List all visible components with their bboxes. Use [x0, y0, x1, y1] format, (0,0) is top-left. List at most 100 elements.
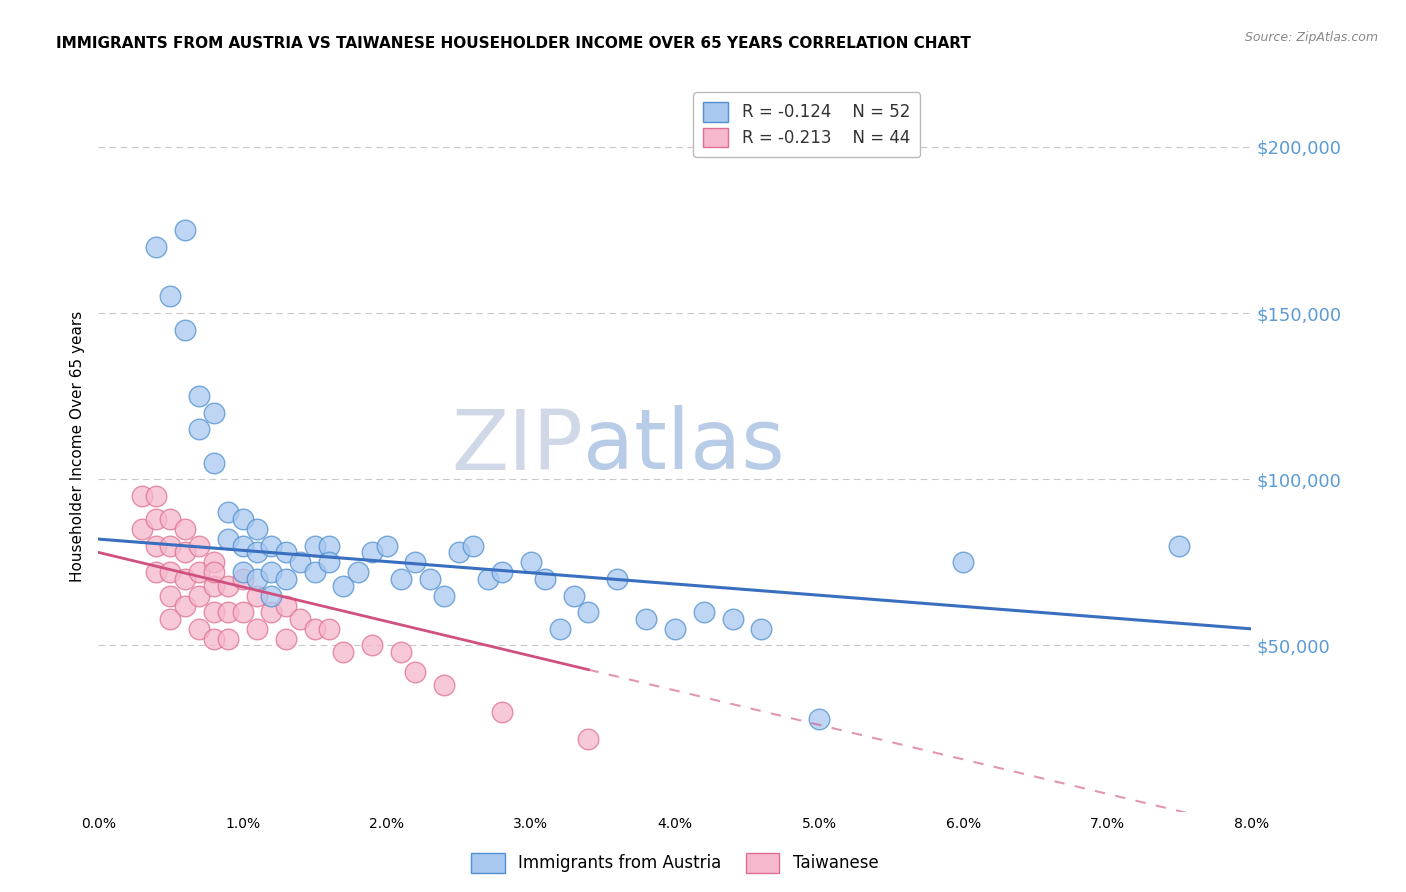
Text: Source: ZipAtlas.com: Source: ZipAtlas.com [1244, 31, 1378, 45]
Point [477, 572, 499, 586]
Point [246, 622, 269, 636]
Point [405, 555, 427, 569]
Point [721, 612, 744, 626]
Point [217, 506, 239, 520]
Point [174, 599, 197, 613]
Point [375, 539, 398, 553]
Text: ZIP: ZIP [451, 406, 582, 486]
Point [274, 545, 297, 559]
Point [636, 612, 658, 626]
Point [606, 572, 628, 586]
Point [578, 605, 600, 619]
Point [548, 622, 571, 636]
Point [188, 539, 211, 553]
Point [159, 289, 181, 303]
Point [389, 572, 412, 586]
Point [361, 545, 384, 559]
Point [174, 323, 197, 337]
Point [202, 555, 225, 569]
Point [145, 566, 167, 580]
Point [461, 539, 484, 553]
Point [304, 539, 326, 553]
Point [1168, 539, 1191, 553]
Point [389, 645, 412, 659]
Point [202, 605, 225, 619]
Point [664, 622, 686, 636]
Point [231, 566, 254, 580]
Point [174, 223, 197, 237]
Point [290, 612, 312, 626]
Point [274, 599, 297, 613]
Point [274, 632, 297, 646]
Point [274, 572, 297, 586]
Point [145, 239, 167, 253]
Point [491, 705, 513, 719]
Point [202, 456, 225, 470]
Point [217, 605, 239, 619]
Y-axis label: Householder Income Over 65 years: Householder Income Over 65 years [69, 310, 84, 582]
Legend: Immigrants from Austria, Taiwanese: Immigrants from Austria, Taiwanese [464, 847, 886, 880]
Point [447, 545, 470, 559]
Point [202, 632, 225, 646]
Point [332, 645, 354, 659]
Point [751, 622, 773, 636]
Point [332, 579, 354, 593]
Point [260, 539, 283, 553]
Point [217, 532, 239, 546]
Point [188, 422, 211, 436]
Point [562, 589, 585, 603]
Point [159, 589, 181, 603]
Point [131, 522, 153, 536]
Legend: R = -0.124    N = 52, R = -0.213    N = 44: R = -0.124 N = 52, R = -0.213 N = 44 [693, 92, 920, 157]
Point [534, 572, 557, 586]
Point [304, 622, 326, 636]
Point [231, 512, 254, 526]
Point [174, 545, 197, 559]
Point [159, 612, 181, 626]
Point [174, 572, 197, 586]
Point [145, 512, 167, 526]
Point [318, 555, 340, 569]
Point [318, 539, 340, 553]
Point [159, 539, 181, 553]
Point [202, 566, 225, 580]
Text: IMMIGRANTS FROM AUSTRIA VS TAIWANESE HOUSEHOLDER INCOME OVER 65 YEARS CORRELATIO: IMMIGRANTS FROM AUSTRIA VS TAIWANESE HOU… [56, 36, 972, 51]
Point [433, 678, 456, 692]
Point [807, 712, 830, 726]
Point [159, 566, 181, 580]
Point [246, 572, 269, 586]
Point [159, 512, 181, 526]
Point [202, 406, 225, 420]
Point [405, 665, 427, 679]
Point [131, 489, 153, 503]
Point [693, 605, 716, 619]
Point [346, 566, 368, 580]
Point [578, 731, 600, 746]
Point [145, 489, 167, 503]
Point [145, 539, 167, 553]
Point [231, 539, 254, 553]
Point [188, 589, 211, 603]
Point [246, 545, 269, 559]
Point [318, 622, 340, 636]
Point [217, 632, 239, 646]
Point [520, 555, 543, 569]
Point [202, 579, 225, 593]
Point [433, 589, 456, 603]
Point [260, 566, 283, 580]
Point [188, 622, 211, 636]
Point [290, 555, 312, 569]
Point [419, 572, 441, 586]
Point [188, 389, 211, 403]
Point [174, 522, 197, 536]
Point [246, 522, 269, 536]
Point [260, 589, 283, 603]
Point [260, 605, 283, 619]
Point [231, 605, 254, 619]
Point [952, 555, 974, 569]
Text: atlas: atlas [582, 406, 785, 486]
Point [217, 579, 239, 593]
Point [491, 566, 513, 580]
Point [304, 566, 326, 580]
Point [188, 566, 211, 580]
